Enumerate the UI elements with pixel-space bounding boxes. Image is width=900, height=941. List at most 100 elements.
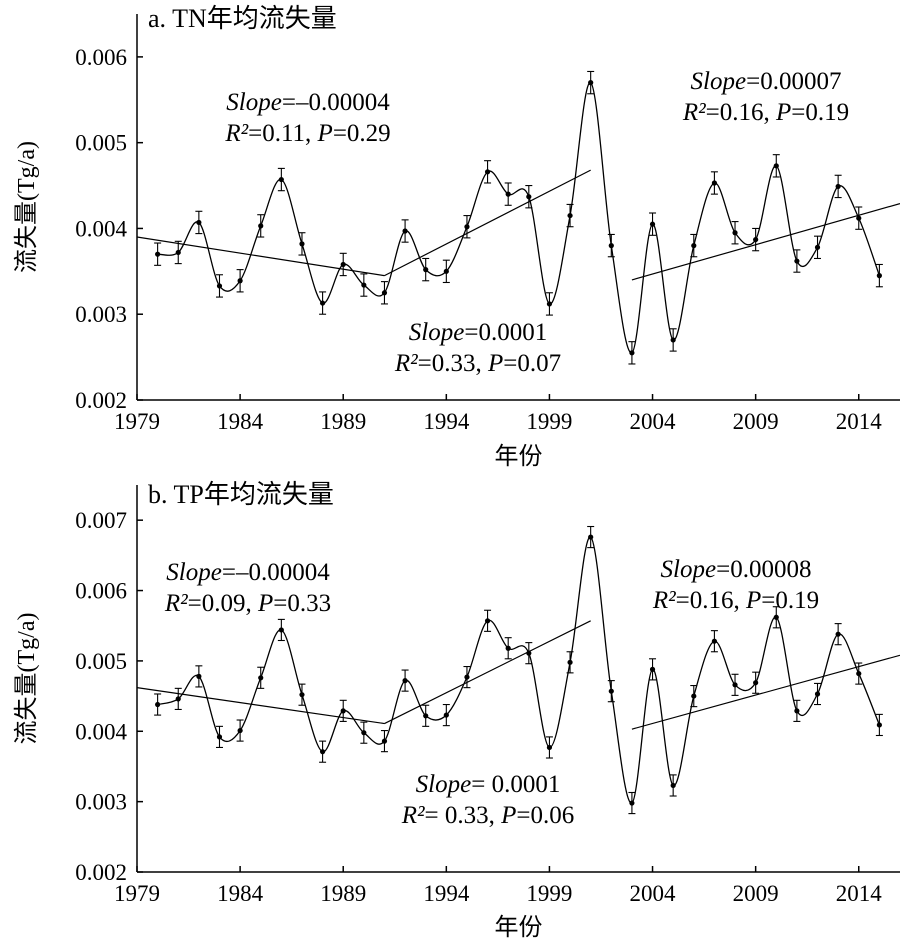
y-tick-label: 0.006 bbox=[75, 45, 127, 70]
y-axis-label: 流失量(Tg/a) bbox=[13, 613, 40, 745]
data-point bbox=[423, 267, 429, 273]
x-tick-label: 1999 bbox=[526, 409, 572, 434]
data-point bbox=[794, 258, 800, 264]
data-point bbox=[670, 337, 676, 343]
data-point bbox=[876, 273, 882, 279]
slope-text: Slope=0.00008 bbox=[661, 556, 812, 583]
y-tick-label: 0.002 bbox=[75, 860, 127, 885]
data-point bbox=[175, 249, 181, 256]
data-point bbox=[381, 738, 388, 744]
data-point bbox=[340, 261, 346, 268]
data-point bbox=[629, 800, 635, 806]
data-point bbox=[381, 290, 388, 296]
y-tick-label: 0.002 bbox=[75, 388, 127, 413]
chart-panel-a: 0.002 0.003 0.004 0.005 0.006 1979 1984 1989 199… bbox=[13, 4, 900, 470]
data-point bbox=[319, 300, 326, 306]
data-point bbox=[856, 215, 862, 221]
y-tick-label: 0.005 bbox=[75, 649, 127, 674]
data-point bbox=[216, 283, 223, 289]
r2-label: R² bbox=[682, 99, 706, 126]
data-point bbox=[464, 224, 470, 230]
p-label: P bbox=[500, 802, 516, 829]
stats-text: R²=0.16, P=0.19 bbox=[652, 587, 819, 614]
x-axis-label: 年份 bbox=[495, 914, 543, 941]
slope-value: =0.0001 bbox=[464, 319, 547, 346]
data-point bbox=[258, 675, 264, 681]
slope-label: Slope bbox=[409, 319, 465, 346]
y-axis-label: 流失量(Tg/a) bbox=[13, 141, 40, 273]
trend-line bbox=[136, 236, 385, 277]
trend-line bbox=[384, 620, 591, 725]
data-point bbox=[278, 176, 284, 183]
data-point bbox=[319, 749, 326, 755]
data-point bbox=[526, 194, 532, 200]
data-point bbox=[237, 727, 243, 734]
data-point bbox=[711, 638, 718, 644]
p-value: =0.06 bbox=[516, 802, 574, 829]
r2-value: = 0.33, bbox=[425, 802, 502, 829]
p-value: =0.19 bbox=[761, 587, 819, 614]
data-point bbox=[299, 692, 305, 698]
data-point bbox=[691, 693, 697, 699]
data-point bbox=[835, 183, 841, 190]
data-point bbox=[484, 169, 491, 175]
data-point bbox=[402, 228, 408, 234]
x-tick-label: 2004 bbox=[630, 881, 677, 906]
y-tick-label: 0.007 bbox=[75, 508, 127, 533]
slope-value: =–0.00004 bbox=[222, 559, 330, 586]
data-point bbox=[794, 708, 800, 714]
data-point bbox=[299, 241, 305, 247]
slope-text: Slope=–0.00004 bbox=[166, 559, 330, 586]
data-point bbox=[423, 713, 429, 719]
chart-title: b. TP年均流失量 bbox=[148, 480, 334, 509]
x-tick-label: 2014 bbox=[836, 881, 883, 906]
x-tick-label: 2004 bbox=[630, 409, 677, 434]
p-value: =0.29 bbox=[333, 120, 391, 147]
data-point bbox=[361, 730, 367, 736]
slope-label: Slope bbox=[226, 89, 282, 116]
x-tick-label: 1979 bbox=[114, 409, 160, 434]
data-point bbox=[464, 674, 470, 680]
data-point bbox=[753, 680, 759, 686]
x-axis-label: 年份 bbox=[495, 443, 543, 470]
data-point bbox=[814, 691, 821, 697]
p-label: P bbox=[257, 590, 273, 617]
data-point bbox=[443, 712, 449, 718]
y-tick-label: 0.003 bbox=[75, 790, 127, 815]
x-tick-label: 2009 bbox=[733, 881, 779, 906]
data-point bbox=[484, 618, 491, 624]
data-point bbox=[567, 659, 573, 665]
data-point bbox=[588, 534, 594, 540]
data-point bbox=[443, 268, 449, 274]
regression-annotation: Slope=0.0001 R²=0.33, P=0.07 bbox=[394, 319, 561, 377]
data-point bbox=[608, 688, 614, 694]
stats-text: R²=0.16, P=0.19 bbox=[682, 99, 849, 126]
x-tick-label: 1994 bbox=[423, 881, 470, 906]
regression-annotation: Slope=–0.00004 R²=0.11, P=0.29 bbox=[224, 89, 390, 147]
data-point bbox=[649, 221, 656, 227]
slope-value: =0.00007 bbox=[746, 68, 841, 95]
p-label: P bbox=[317, 120, 333, 147]
data-point bbox=[856, 670, 862, 677]
data-point bbox=[732, 682, 738, 688]
data-point bbox=[670, 782, 676, 789]
data-point bbox=[629, 350, 635, 356]
regression-annotation: Slope=0.00007 R²=0.16, P=0.19 bbox=[682, 68, 849, 126]
data-point bbox=[773, 614, 779, 620]
data-point bbox=[567, 212, 573, 219]
y-tick-label: 0.004 bbox=[75, 719, 127, 744]
data-point bbox=[278, 627, 284, 633]
x-tick-label: 2014 bbox=[836, 409, 883, 434]
y-tick-label: 0.004 bbox=[75, 216, 127, 241]
data-point bbox=[237, 278, 243, 284]
slope-text: Slope=0.00007 bbox=[691, 68, 842, 95]
regression-annotation: Slope= 0.0001 R²= 0.33, P=0.06 bbox=[401, 771, 575, 829]
data-point bbox=[196, 219, 202, 226]
r2-label: R² bbox=[401, 802, 425, 829]
data-point bbox=[753, 236, 759, 243]
data-point bbox=[155, 701, 161, 708]
slope-text: Slope= 0.0001 bbox=[416, 771, 561, 798]
data-point bbox=[258, 223, 264, 229]
stats-text: R²=0.09, P=0.33 bbox=[164, 590, 331, 617]
data-point bbox=[546, 744, 553, 751]
